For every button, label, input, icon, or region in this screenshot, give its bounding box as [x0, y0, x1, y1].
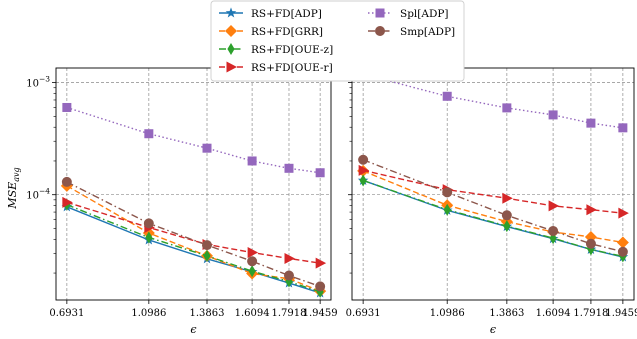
- x-tick-label: 1.3863: [190, 308, 225, 319]
- y-axis-label-main: MSE: [6, 182, 19, 210]
- data-point: [358, 164, 370, 176]
- legend-marker: [375, 26, 385, 36]
- series-line: [66, 106, 321, 174]
- data-point: [247, 256, 258, 267]
- data-point: [284, 163, 294, 173]
- data-point: [203, 249, 211, 262]
- x-tick-label: 1.7918: [271, 308, 306, 319]
- data-point: [284, 252, 295, 264]
- y-axis-label: MSEavg: [6, 167, 21, 209]
- data-point: [247, 156, 257, 166]
- legend-label: RS+FD[GRR]: [251, 26, 323, 38]
- data-point: [586, 118, 596, 128]
- series-line: [362, 179, 624, 258]
- plot-frame: [55, 67, 332, 301]
- legend-marker: [226, 61, 237, 73]
- x-tick-label: 1.6094: [235, 308, 270, 319]
- series-line: [362, 169, 623, 214]
- data-point: [501, 210, 512, 221]
- data-point: [442, 91, 452, 101]
- legend-marker: [375, 8, 385, 18]
- x-tick-label: 1.9459: [303, 308, 338, 319]
- data-point: [283, 270, 294, 281]
- data-point: [315, 168, 325, 178]
- data-point: [144, 129, 154, 139]
- data-point: [618, 123, 628, 133]
- x-tick-label: 1.6094: [536, 308, 571, 319]
- legend-marker: [225, 25, 237, 37]
- x-tick-label: 1.0986: [131, 308, 166, 319]
- data-point: [502, 103, 512, 113]
- tick-base: 10: [26, 79, 39, 90]
- x-axis-label: ϵ: [490, 323, 496, 336]
- y-tick-label: 10−4: [26, 187, 50, 202]
- tick-exponent: −3: [39, 75, 50, 84]
- data-point: [585, 238, 596, 249]
- series-line: [66, 204, 321, 293]
- x-tick-label: 0.6931: [346, 308, 381, 319]
- x-axis-label: ϵ: [190, 323, 196, 336]
- data-point: [315, 257, 327, 269]
- y-axis-label-sub: avg: [12, 167, 21, 181]
- data-point: [503, 220, 511, 233]
- tick-exponent: −4: [39, 187, 50, 196]
- data-point: [548, 200, 560, 212]
- legend-label: RS+FD[OUE-r]: [251, 62, 333, 74]
- data-point: [442, 187, 453, 198]
- data-point: [202, 240, 213, 251]
- data-point: [548, 225, 559, 236]
- left-panel: 10−410−30.6931 1.0986 1.3863 1.6094 1.79181.…: [26, 67, 338, 336]
- series-line: [362, 179, 624, 258]
- data-point: [62, 102, 72, 112]
- series-line: [66, 185, 321, 292]
- legend-label: Spl[ADP]: [400, 8, 449, 20]
- data-point: [443, 203, 451, 216]
- data-point: [358, 154, 369, 165]
- series-line: [362, 159, 624, 253]
- x-tick-label: 1.3863: [489, 308, 524, 319]
- legend-frame: [210, 0, 465, 82]
- x-tick-label: 1.9459: [605, 308, 637, 319]
- data-point: [586, 204, 597, 216]
- data-point: [61, 176, 72, 187]
- data-point: [62, 196, 73, 208]
- data-point: [616, 236, 629, 249]
- legend-label: RS+FD[ADP]: [251, 8, 322, 20]
- legend-label: Smp[ADP]: [400, 26, 455, 38]
- data-point: [143, 218, 154, 229]
- data-point: [359, 174, 367, 187]
- x-tick-label: 1.7918: [573, 308, 608, 319]
- x-tick-label: 1.0986: [430, 308, 465, 319]
- legend-marker: [227, 43, 235, 55]
- tick-base: 10: [26, 191, 39, 202]
- data-point: [145, 231, 153, 244]
- series-line: [66, 181, 321, 288]
- data-point: [617, 246, 628, 257]
- legend: RS+FD[ADP] RS+FD[GRR] RS+FD[OUE-z] RS+FD[OU…: [210, 0, 465, 82]
- data-point: [548, 110, 558, 120]
- series-line: [66, 201, 321, 264]
- data-point: [618, 207, 629, 219]
- series-line: [362, 170, 623, 244]
- data-point: [248, 265, 256, 278]
- data-point: [315, 281, 326, 292]
- y-tick-label: 10−3: [26, 75, 50, 90]
- data-point: [502, 192, 513, 204]
- data-point: [247, 247, 259, 259]
- data-point: [202, 143, 212, 153]
- x-tick-label: 0.6931: [49, 308, 84, 319]
- plot-frame: [351, 67, 635, 301]
- legend-label: RS+FD[OUE-z]: [251, 44, 333, 56]
- series-line: [362, 73, 623, 129]
- legend-marker: [225, 7, 237, 18]
